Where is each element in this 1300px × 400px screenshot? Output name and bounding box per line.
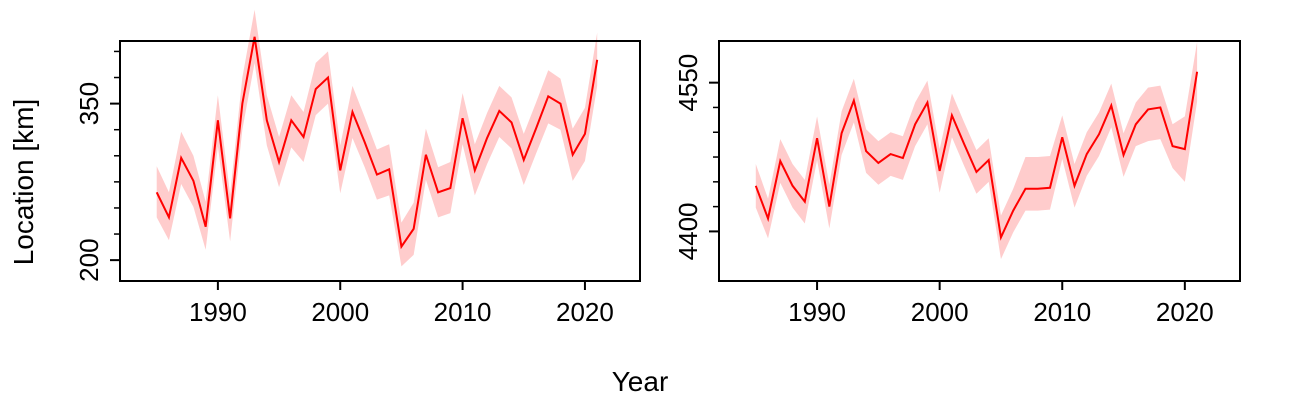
data-point [1196, 71, 1198, 73]
x-tick-label: 2010 [1033, 297, 1091, 327]
plot-frame [718, 40, 1241, 282]
x-axis-title: Year [612, 366, 669, 397]
data-point [217, 119, 219, 121]
data-point [400, 246, 402, 248]
data-point [1086, 153, 1088, 155]
data-point [596, 59, 598, 61]
data-point [449, 187, 451, 189]
data-point [1049, 187, 1051, 189]
data-point [278, 161, 280, 163]
data-point [1098, 133, 1100, 135]
data-point [1184, 148, 1186, 150]
data-point [914, 123, 916, 125]
data-point [376, 174, 378, 176]
series-line [754, 71, 1199, 241]
data-point [865, 150, 867, 152]
data-point [290, 119, 292, 121]
confidence-band [156, 9, 598, 267]
data-point [902, 157, 904, 159]
x-tick-label: 2010 [434, 297, 492, 327]
data-point [523, 159, 525, 161]
y-tick-label: 200 [74, 238, 104, 281]
y-tick-label: 4550 [673, 54, 703, 112]
plot-frame [119, 40, 641, 282]
data-point [351, 111, 353, 113]
data-point [205, 226, 207, 228]
data-point [572, 154, 574, 156]
data-point [1135, 123, 1137, 125]
x-tick-label: 2000 [311, 297, 369, 327]
data-point [1110, 104, 1112, 106]
data-point [425, 154, 427, 156]
data-point [388, 168, 390, 170]
data-point [828, 206, 830, 208]
data-point [327, 77, 329, 79]
data-point [1159, 106, 1161, 108]
data-point [1000, 236, 1002, 238]
data-point [1061, 136, 1063, 138]
data-point [975, 171, 977, 173]
data-point [437, 191, 439, 193]
data-point [192, 180, 194, 182]
data-point [413, 228, 415, 230]
data-point [241, 103, 243, 105]
data-point [963, 143, 965, 145]
data-point [462, 117, 464, 119]
x-tick-label: 1990 [189, 297, 247, 327]
data-point [951, 114, 953, 116]
x-tick-label: 1990 [788, 297, 846, 327]
data-point [168, 216, 170, 218]
data-point [511, 121, 513, 123]
data-point [156, 191, 158, 193]
series-line [155, 36, 599, 250]
data-point [315, 88, 317, 90]
y-tick-label: 4400 [673, 202, 703, 260]
x-tick-label: 2020 [556, 297, 614, 327]
data-point [890, 153, 892, 155]
data-point [1037, 188, 1039, 190]
data-point [364, 141, 366, 143]
data-point [1012, 210, 1014, 212]
panel-2: 1990 2000 2010 2020 4400 4550 [673, 40, 1241, 327]
data-point [939, 170, 941, 172]
data-point [229, 217, 231, 219]
data-point [853, 100, 855, 102]
data-point [339, 169, 341, 171]
data-point [474, 169, 476, 171]
data-point [180, 157, 182, 159]
data-point [535, 128, 537, 130]
x-tick-label: 2000 [911, 297, 969, 327]
data-point [755, 185, 757, 187]
data-point [767, 218, 769, 220]
panel-1: 1990 2000 2010 2020 200 350 [74, 9, 641, 327]
data-point [841, 132, 843, 134]
confidence-band [755, 41, 1198, 260]
data-point [584, 133, 586, 135]
x-tick-label: 2020 [1156, 297, 1214, 327]
data-point [1123, 154, 1125, 156]
data-point [1024, 188, 1026, 190]
data-point [816, 137, 818, 139]
data-point [303, 136, 305, 138]
data-point [779, 160, 781, 162]
data-point [792, 185, 794, 187]
data-point [926, 101, 928, 103]
data-point [559, 103, 561, 105]
data-point [1172, 145, 1174, 147]
data-point [1147, 108, 1149, 110]
data-point [877, 162, 879, 164]
data-point [486, 137, 488, 139]
data-point [1074, 185, 1076, 187]
y-axis-title: Location [km] [8, 99, 39, 266]
data-point [254, 36, 256, 38]
data-point [547, 95, 549, 97]
data-point [804, 201, 806, 203]
data-point [266, 119, 268, 121]
data-point [988, 159, 990, 161]
y-tick-label: 350 [74, 82, 104, 125]
data-point [498, 110, 500, 112]
